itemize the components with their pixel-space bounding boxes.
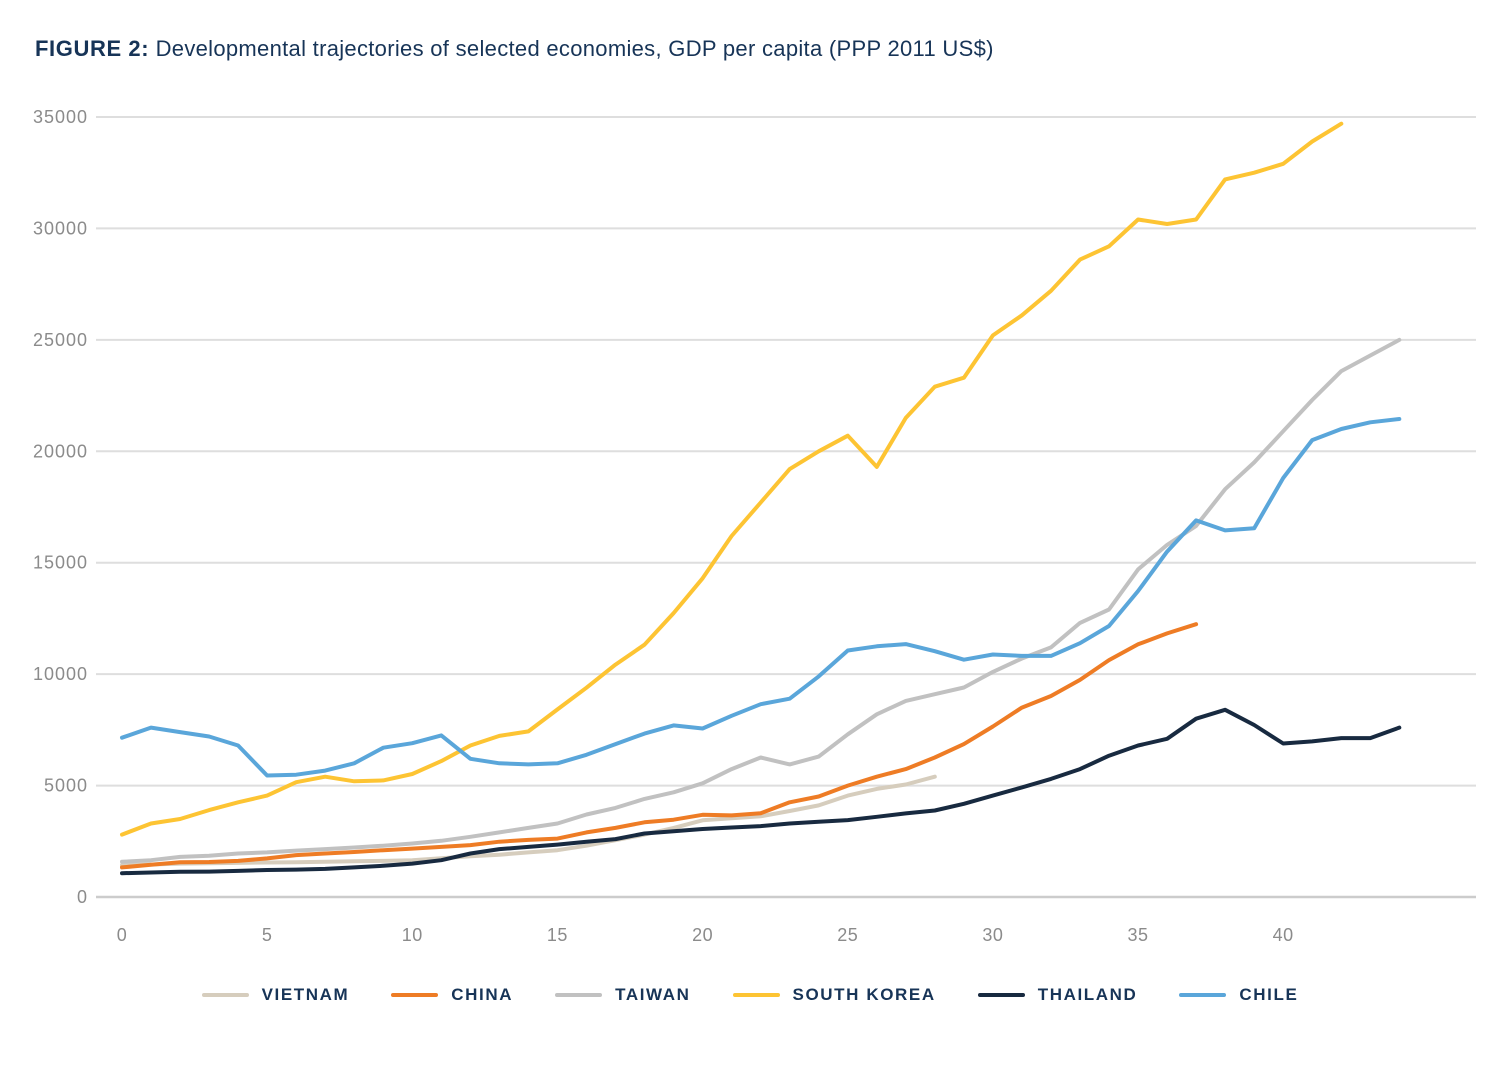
y-tick-label: 5000: [44, 776, 88, 796]
y-tick-label: 30000: [33, 218, 88, 238]
y-tick-label: 15000: [33, 553, 88, 573]
legend-label-thailand: THAILAND: [1037, 985, 1138, 1004]
series-line-chile: [120, 417, 1402, 778]
x-tick-label: 30: [982, 925, 1003, 945]
y-tick-label: 35000: [33, 107, 88, 127]
x-tick-label: 5: [262, 925, 273, 945]
legend-swatch-chile: [1179, 993, 1227, 997]
y-axis-tick-labels: 0 5000 10000 15000 20000 25000 30000 35000: [33, 107, 88, 907]
legend-label-south-korea: SOUTH KOREA: [792, 985, 936, 1004]
legend-item-south-korea: SOUTH KOREA: [732, 985, 936, 1005]
series-line-taiwan: [120, 337, 1402, 864]
figure-title: FIGURE 2: Developmental trajectories of …: [35, 36, 994, 62]
legend-label-taiwan: TAIWAN: [615, 985, 691, 1004]
gdp-per-capita-line-chart: 0 5000 10000 15000 20000 25000 30000 35000 0 5 10 1…: [33, 107, 1476, 945]
legend-swatch-china: [391, 993, 439, 997]
legend-swatch-taiwan: [555, 993, 603, 997]
x-tick-label: 40: [1273, 925, 1294, 945]
legend-label-china: CHINA: [451, 985, 514, 1004]
figure-number-label: FIGURE 2:: [35, 36, 150, 61]
legend-item-china: CHINA: [391, 985, 513, 1005]
gridlines: [96, 116, 1476, 899]
series-line-south-korea: [120, 121, 1344, 837]
legend-item-vietnam: VIETNAM: [201, 985, 350, 1005]
legend-swatch-vietnam: [201, 993, 249, 997]
series-line-vietnam: [120, 774, 937, 868]
legend-item-chile: CHILE: [1179, 985, 1298, 1005]
y-tick-label: 10000: [33, 664, 88, 684]
x-tick-label: 20: [692, 925, 713, 945]
legend-swatch-thailand: [977, 993, 1025, 997]
legend-item-thailand: THAILAND: [977, 985, 1138, 1005]
legend-label-vietnam: VIETNAM: [261, 985, 350, 1004]
legend-label-chile: CHILE: [1239, 985, 1299, 1004]
chart-legend: VIETNAM CHINA TAIWAN SOUTH KOREA THAILAND CHI…: [0, 985, 1500, 1005]
x-tick-label: 0: [117, 925, 128, 945]
series-line-china: [120, 622, 1199, 870]
figure-title-text: Developmental trajectories of selected e…: [155, 36, 994, 61]
series-line-thailand: [120, 707, 1402, 876]
x-tick-label: 35: [1128, 925, 1149, 945]
y-tick-label: 20000: [33, 441, 88, 461]
x-tick-label: 25: [837, 925, 858, 945]
x-tick-label: 15: [547, 925, 568, 945]
y-tick-label: 25000: [33, 330, 88, 350]
x-axis-tick-labels: 0 5 10 15 20 25 30 35 40: [117, 925, 1294, 945]
y-tick-label: 0: [77, 887, 88, 907]
x-tick-label: 10: [402, 925, 423, 945]
legend-swatch-south-korea: [732, 993, 780, 997]
legend-item-taiwan: TAIWAN: [555, 985, 690, 1005]
